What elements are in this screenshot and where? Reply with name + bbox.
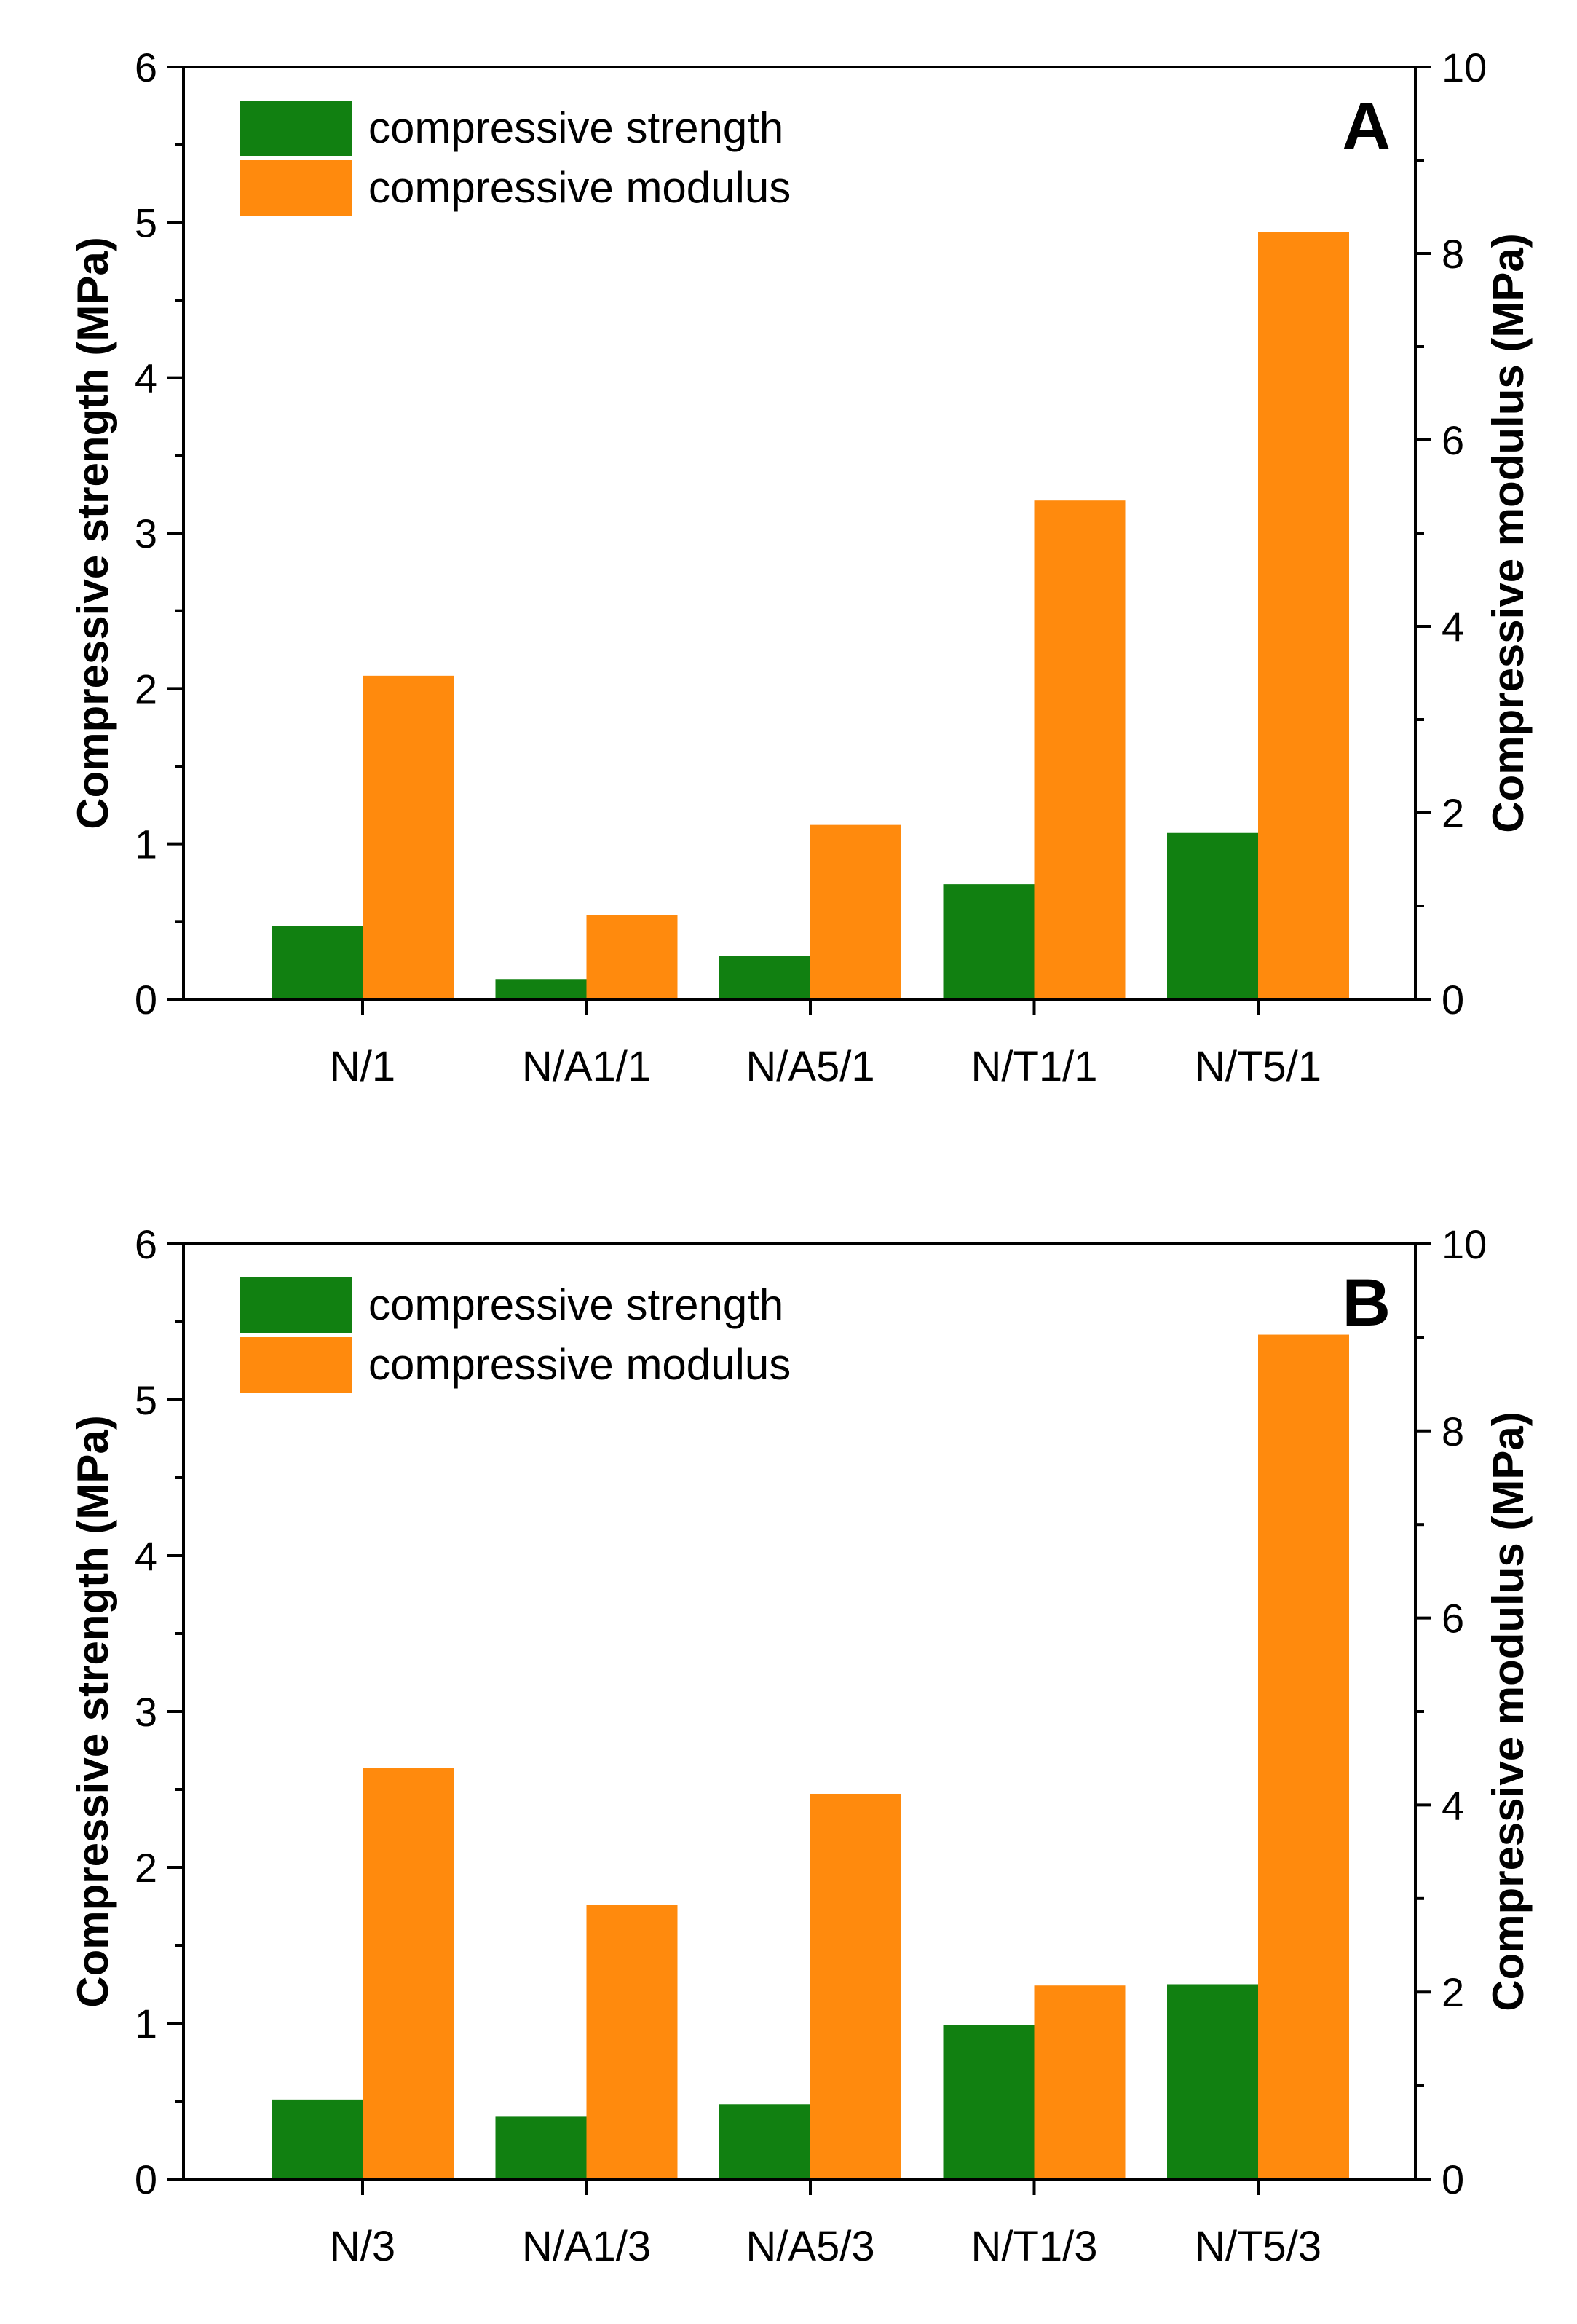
modulus-bar-4 [1034,500,1126,999]
legend-swatch [240,101,352,156]
legend-swatch [240,160,352,216]
left-tick-label: 2 [135,1845,157,1891]
left-axis-title: Compressive strength (MPa) [68,237,117,830]
right-tick-label: 0 [1442,2156,1464,2202]
modulus-bar-2 [586,915,678,999]
legend-label: compressive strength [368,103,783,152]
right-tick-label: 0 [1442,977,1464,1023]
modulus-bar-3 [810,1793,901,2179]
left-tick-label: 3 [135,1689,157,1735]
modulus-bar-1 [363,1768,454,2179]
left-tick-label: 4 [135,1533,157,1579]
right-tick-label: 10 [1442,1221,1487,1267]
legend-label: compressive strength [368,1280,783,1329]
strength-bar-3 [719,956,810,999]
category-label: N/T1/1 [971,1043,1097,1090]
category-label: N/A5/3 [746,2223,874,2270]
right-axis-title: Compressive modulus (MPa) [1484,233,1533,833]
modulus-bar-5 [1258,1334,1349,2179]
left-tick-label: 2 [135,666,157,712]
left-tick-label: 6 [135,44,157,90]
strength-bar-5 [1167,1984,1258,2179]
left-tick-label: 1 [135,822,157,867]
left-tick-label: 1 [135,2001,157,2047]
strength-bar-3 [719,2104,810,2179]
right-axis-title: Compressive modulus (MPa) [1484,1411,1533,2012]
strength-bar-4 [943,884,1035,999]
category-label: N/T1/3 [971,2223,1097,2270]
legend-swatch [240,1277,352,1333]
right-tick-label: 2 [1442,1969,1464,2015]
category-label: N/A1/1 [522,1043,651,1090]
chart-panel-b: 0 1 2 3 4 5 6 0 2 4 6 8 10 N/3 N/A1/3 N/A5/3 N/T1/3 N/T5/… [68,1221,1533,2270]
category-label: N/T5/3 [1195,2223,1321,2270]
left-tick-label: 4 [135,355,157,401]
strength-bar-1 [272,2099,363,2179]
strength-bar-2 [495,2116,587,2179]
left-tick-label: 0 [135,2156,157,2202]
chart-panel-a: 0 1 2 3 4 5 6 0 2 4 6 8 10 N/1 N/A1/1 N/A5/1 N/T1/1 N/T5/… [68,44,1533,1090]
category-label: N/1 [330,1043,395,1090]
right-tick-label: 2 [1442,790,1464,836]
right-tick-label: 6 [1442,1596,1464,1642]
category-label: N/T5/1 [1195,1043,1321,1090]
legend-label: compressive modulus [368,1340,791,1389]
strength-bar-1 [272,926,363,999]
left-tick-label: 5 [135,200,157,245]
left-axis-title: Compressive strength (MPa) [68,1415,117,2008]
modulus-bar-3 [810,824,901,999]
panel-label: B [1343,1266,1391,1340]
left-tick-label: 0 [135,977,157,1023]
legend-swatch [240,1337,352,1393]
strength-bar-5 [1167,832,1258,999]
panel-label: A [1343,89,1391,163]
left-tick-label: 5 [135,1377,157,1423]
right-tick-label: 6 [1442,417,1464,463]
right-tick-label: 4 [1442,604,1464,650]
category-label: N/3 [330,2223,395,2270]
modulus-bar-5 [1258,232,1349,999]
strength-bar-4 [943,2025,1035,2179]
category-label: N/A5/1 [746,1043,874,1090]
left-tick-label: 3 [135,511,157,556]
strength-bar-2 [495,979,587,999]
right-tick-label: 8 [1442,231,1464,277]
left-tick-label: 6 [135,1221,157,1267]
legend-label: compressive modulus [368,163,791,212]
modulus-bar-2 [586,1905,678,2179]
right-tick-label: 10 [1442,44,1487,90]
modulus-bar-4 [1034,1985,1126,2179]
right-tick-label: 4 [1442,1782,1464,1828]
modulus-bar-1 [363,675,454,999]
right-tick-label: 8 [1442,1409,1464,1454]
category-label: N/A1/3 [522,2223,651,2270]
